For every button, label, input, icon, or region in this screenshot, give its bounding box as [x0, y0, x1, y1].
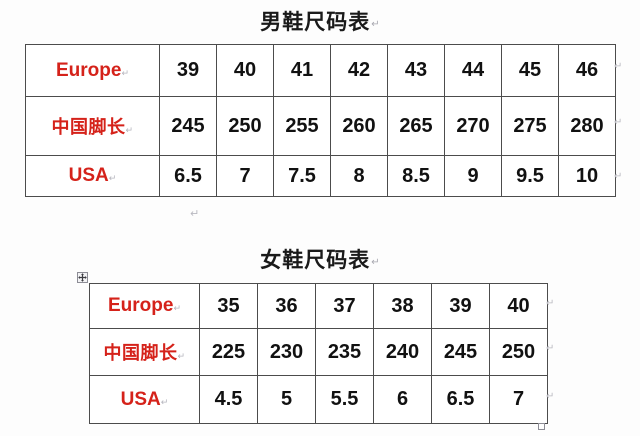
cell-len-235: 235: [315, 328, 374, 376]
paragraph-mark-icon: ↵: [177, 352, 186, 362]
cell-us-6-5: 6.5: [431, 375, 490, 424]
paragraph-mark-icon: ↵: [371, 257, 380, 268]
cell-len-250: 250: [216, 96, 274, 156]
cell-eu-44: 44: [444, 44, 502, 97]
table-resize-handle[interactable]: [538, 423, 545, 430]
men-size-table: Europe↵ 39 40 41 42 43 44 45 46 中国脚长↵ 24…: [25, 44, 616, 197]
row-label-text: Europe: [108, 295, 174, 316]
men-table-title-text: 男鞋尺码表: [260, 11, 371, 34]
row-end-mark-icon: ↵: [614, 117, 623, 128]
table-row: 中国脚长↵ 245 250 255 260 265 270 275 280: [25, 96, 616, 156]
paragraph-mark-icon: ↵: [190, 208, 200, 220]
table-row: USA↵ 4.5 5 5.5 6 6.5 7: [89, 375, 548, 424]
row-label-text: USA: [120, 388, 161, 410]
row-end-mark-icon: ↵: [614, 61, 623, 72]
cell-len-245: 245: [159, 96, 217, 156]
paragraph-mark-icon: ↵: [173, 303, 181, 313]
men-table-title: 男鞋尺码表↵: [0, 6, 640, 36]
women-size-table: Europe↵ 35 36 37 38 39 40 中国脚长↵ 225 230 …: [89, 283, 548, 424]
row-label-foot-length: 中国脚长↵: [25, 96, 160, 156]
cell-us-10: 10: [558, 155, 616, 197]
cell-eu-40: 40: [489, 283, 548, 329]
row-label-text: 中国脚长: [103, 343, 178, 364]
move-cross-icon: [78, 273, 87, 282]
cell-eu-35: 35: [199, 283, 258, 329]
cell-eu-42: 42: [330, 44, 388, 97]
row-label-text: Europe: [56, 59, 122, 81]
table-row: USA↵ 6.5 7 7.5 8 8.5 9 9.5 10: [25, 155, 616, 197]
table-row: Europe↵ 35 36 37 38 39 40: [89, 283, 548, 329]
paragraph-mark-icon: ↵: [125, 126, 134, 136]
paragraph-mark-icon: ↵: [121, 67, 129, 78]
cell-eu-40: 40: [216, 44, 274, 97]
cell-us-9: 9: [444, 155, 502, 197]
cell-len-245: 245: [431, 328, 490, 376]
cell-len-225: 225: [199, 328, 258, 376]
cell-eu-43: 43: [387, 44, 445, 97]
row-label-europe: Europe↵: [89, 283, 200, 329]
table-move-handle[interactable]: [77, 272, 88, 283]
cell-len-240: 240: [373, 328, 432, 376]
paragraph-mark-icon: ↵: [108, 173, 117, 183]
cell-eu-46: 46: [558, 44, 616, 97]
cell-eu-38: 38: [373, 283, 432, 329]
women-table-title-text: 女鞋尺码表: [260, 249, 371, 272]
cell-len-230: 230: [257, 328, 316, 376]
row-label-text: USA: [68, 165, 109, 186]
cell-us-6-5: 6.5: [159, 155, 217, 197]
row-label-text: 中国脚长: [51, 117, 126, 138]
cell-us-8: 8: [330, 155, 388, 197]
cell-len-280: 280: [558, 96, 616, 156]
row-label-usa: USA↵: [89, 375, 200, 424]
row-end-mark-icon: ↵: [546, 298, 555, 309]
cell-us-6: 6: [373, 375, 432, 424]
cell-len-260: 260: [330, 96, 388, 156]
cell-len-270: 270: [444, 96, 502, 156]
cell-eu-41: 41: [273, 44, 331, 97]
cell-eu-37: 37: [315, 283, 374, 329]
cell-len-265: 265: [387, 96, 445, 156]
women-table-title: 女鞋尺码表↵: [0, 244, 640, 274]
cell-us-9-5: 9.5: [501, 155, 559, 197]
cell-eu-36: 36: [257, 283, 316, 329]
row-end-mark-icon: ↵: [546, 391, 555, 402]
cell-us-8-5: 8.5: [387, 155, 445, 197]
cell-eu-45: 45: [501, 44, 559, 97]
paragraph-mark-icon: ↵: [160, 396, 169, 407]
row-label-foot-length: 中国脚长↵: [89, 328, 200, 376]
paragraph-mark-icon: ↵: [371, 19, 380, 30]
cell-us-5: 5: [257, 375, 316, 424]
row-label-usa: USA↵: [25, 155, 160, 197]
cell-len-255: 255: [273, 96, 331, 156]
row-label-europe: Europe↵: [25, 44, 160, 97]
cell-eu-39: 39: [159, 44, 217, 97]
cell-us-4-5: 4.5: [199, 375, 258, 424]
table-row: Europe↵ 39 40 41 42 43 44 45 46: [25, 44, 616, 97]
cell-us-7: 7: [216, 155, 274, 197]
table-row: 中国脚长↵ 225 230 235 240 245 250: [89, 328, 548, 376]
row-end-mark-icon: ↵: [614, 171, 623, 182]
cell-us-7: 7: [489, 375, 548, 424]
cell-us-5-5: 5.5: [315, 375, 374, 424]
cell-eu-39: 39: [431, 283, 490, 329]
cell-len-250: 250: [489, 328, 548, 376]
cell-us-7-5: 7.5: [273, 155, 331, 197]
cell-len-275: 275: [501, 96, 559, 156]
row-end-mark-icon: ↵: [546, 343, 555, 354]
